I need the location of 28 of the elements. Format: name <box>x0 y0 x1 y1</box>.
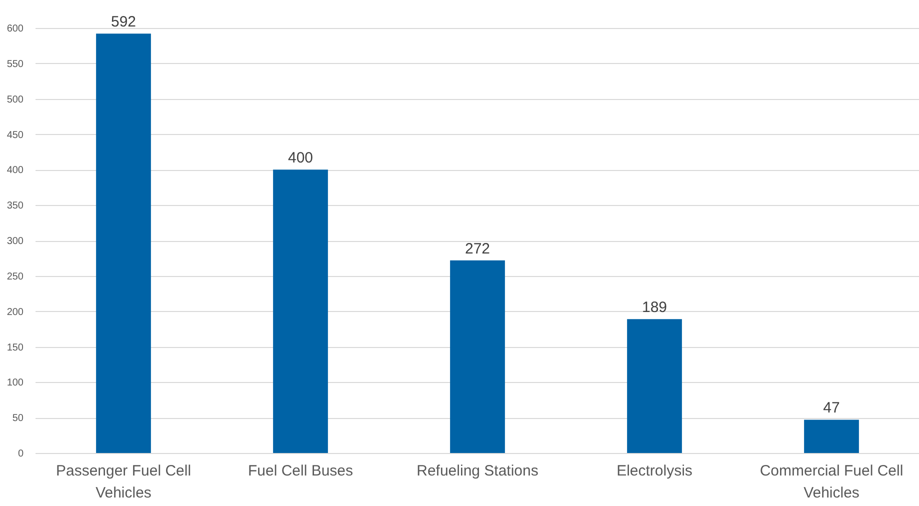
y-tick-label: 350 <box>6 200 24 212</box>
y-tick-label: 50 <box>12 413 24 424</box>
y-tick-label: 200 <box>6 306 24 318</box>
y-tick-label: 400 <box>6 165 24 176</box>
y-tick-label: 500 <box>6 94 24 106</box>
bar <box>273 170 328 453</box>
y-tick-label: 0 <box>18 448 24 460</box>
x-tick-label: Refueling Stations <box>416 462 538 480</box>
y-tick-label: 150 <box>6 342 24 354</box>
y-tick-label: 100 <box>6 378 24 389</box>
data-label: 189 <box>642 299 668 316</box>
y-tick-label: 600 <box>6 24 24 34</box>
data-label: 272 <box>464 240 490 258</box>
bar <box>627 319 682 453</box>
data-label: 400 <box>288 150 314 167</box>
bar <box>450 260 505 453</box>
x-tick-label: Fuel Cell Buses <box>248 462 354 480</box>
data-label: 592 <box>110 14 136 31</box>
x-tick-label: Commercial Fuel Cell Vehicles <box>760 462 904 502</box>
y-tick-label: 450 <box>6 130 24 141</box>
y-tick-label: 550 <box>6 58 24 70</box>
bar <box>804 420 859 453</box>
x-tick-label: Passenger Fuel Cell Vehicles <box>56 462 192 502</box>
data-label: 47 <box>823 400 840 417</box>
x-tick-label: Electrolysis <box>616 462 692 480</box>
y-tick-label: 250 <box>6 271 24 282</box>
bar <box>96 34 151 453</box>
y-tick-label: 300 <box>6 236 24 247</box>
